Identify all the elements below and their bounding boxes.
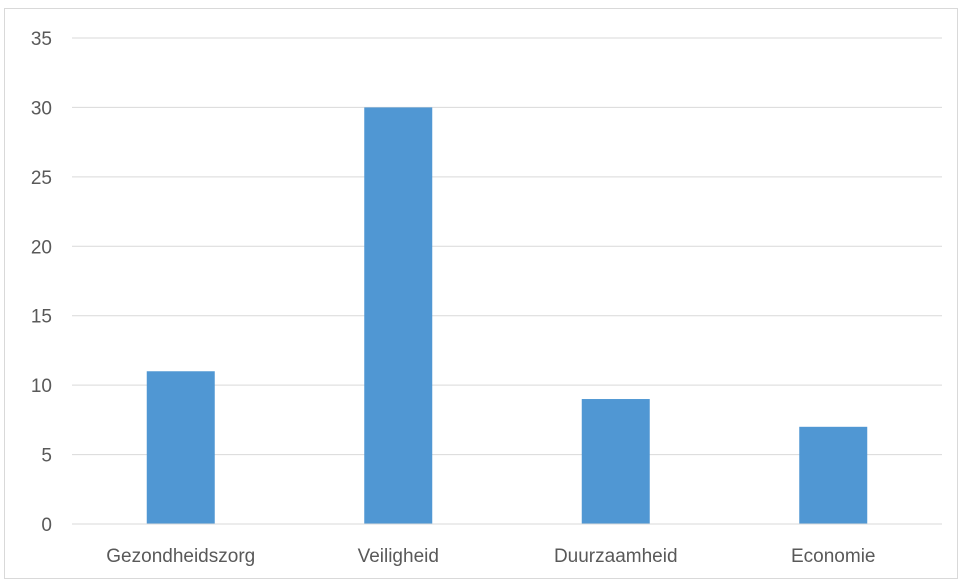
- bars: [146, 107, 868, 524]
- y-tick-label: 30: [31, 98, 52, 119]
- x-tick-label: Economie: [791, 546, 876, 567]
- y-tick-label: 0: [41, 515, 52, 536]
- bar-veiligheid: [364, 107, 433, 524]
- y-tick-label: 25: [31, 168, 52, 189]
- y-tick-label: 20: [31, 237, 52, 258]
- y-tick-label: 5: [41, 446, 52, 467]
- y-tick-label: 35: [31, 29, 52, 50]
- bar-economie: [799, 426, 868, 524]
- y-tick-label: 15: [31, 307, 52, 328]
- x-tick-label: Duurzaamheid: [554, 546, 678, 567]
- bar-gezondheidszorg: [146, 371, 215, 524]
- gridlines: [72, 37, 942, 456]
- y-tick-label: 10: [31, 376, 52, 397]
- x-tick-label: Gezondheidszorg: [106, 546, 255, 567]
- x-tick-label: Veiligheid: [358, 546, 439, 567]
- bar-duurzaamheid: [581, 399, 650, 524]
- y-axis-ticks: 0 5 10 15 20 25 30 35: [31, 29, 52, 536]
- x-axis-ticks: Gezondheidszorg Veiligheid Duurzaamheid Eco…: [106, 546, 875, 567]
